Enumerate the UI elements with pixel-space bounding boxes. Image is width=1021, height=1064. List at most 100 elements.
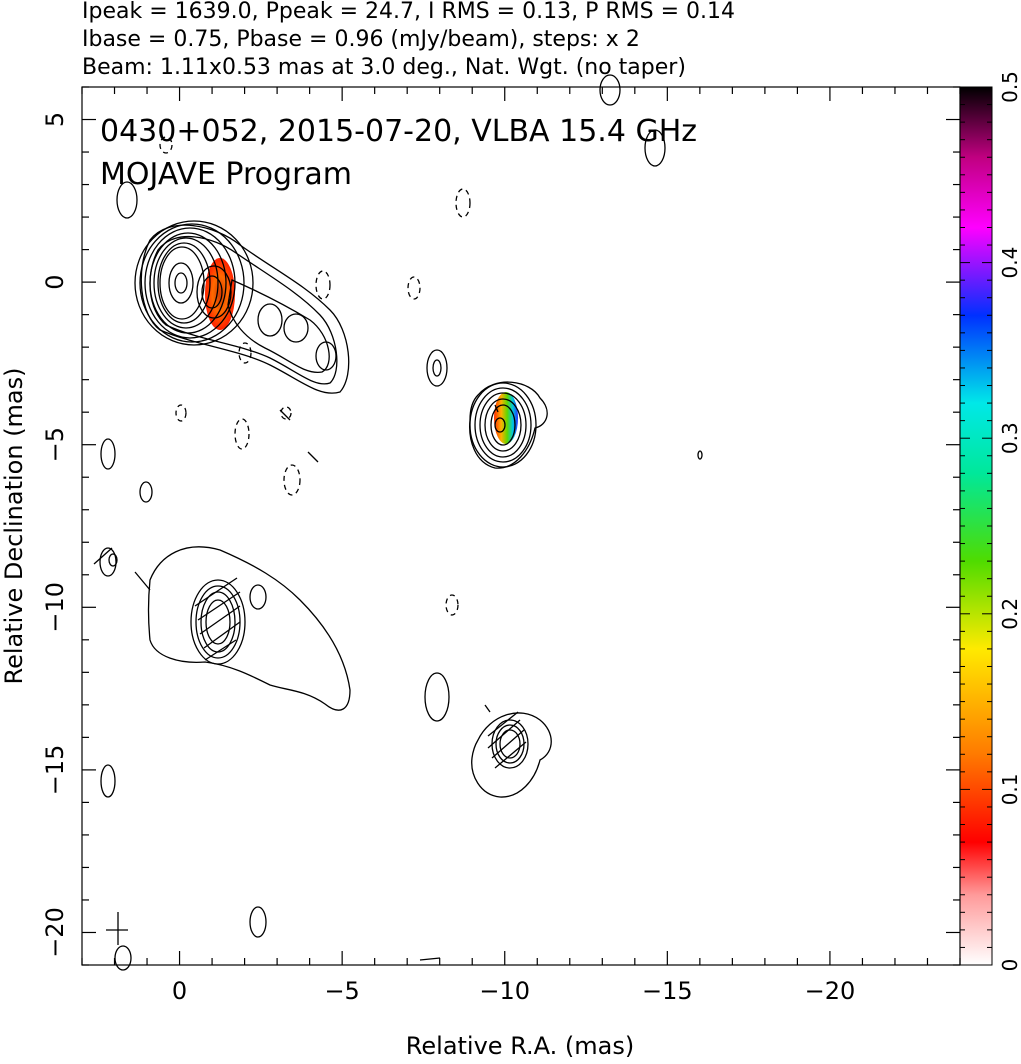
evpa-stick <box>494 404 499 413</box>
negative-contour <box>238 342 252 364</box>
negative-contour <box>280 406 292 420</box>
colorbar-tick-label: 0.1 <box>998 773 1021 805</box>
extended-contour <box>147 546 351 711</box>
knot-contour <box>479 392 527 458</box>
core-contour <box>153 237 219 329</box>
noise-contour <box>697 450 703 460</box>
noise-contour <box>100 438 116 470</box>
core-contour <box>196 265 232 319</box>
header-line-2: Ibase = 0.75, Pbase = 0.96 (mJy/beam), s… <box>82 27 640 52</box>
noise-contour <box>424 672 450 722</box>
evpa-stick <box>487 719 521 749</box>
core-contour <box>168 262 194 304</box>
knot-contour <box>494 417 506 433</box>
noise-contour <box>644 129 666 167</box>
knot-contour <box>469 381 548 469</box>
jet-contour <box>283 313 309 343</box>
extended-contour <box>190 579 246 665</box>
jet-contour <box>315 341 337 371</box>
negative-contour <box>445 594 459 616</box>
negative-contour <box>455 188 471 218</box>
y-tick-label: −15 <box>41 745 69 796</box>
knot-contour <box>484 398 522 452</box>
jet-contour <box>257 303 283 337</box>
evpa-stick <box>204 639 237 661</box>
y-tick-label: −20 <box>41 907 69 958</box>
y-tick-label: −10 <box>41 582 69 633</box>
colorbar-tick-label: 0.3 <box>998 422 1021 454</box>
evpa-stick <box>491 729 525 759</box>
core-contour <box>201 275 223 309</box>
core-contour <box>157 242 211 324</box>
plot-frame <box>81 86 961 966</box>
header-line-3: Beam: 1.11x0.53 mas at 3.0 deg., Nat. Wg… <box>82 55 686 80</box>
evpa-stick <box>484 704 491 713</box>
x-tick-label: −15 <box>642 977 693 1005</box>
noise-contour <box>114 945 132 971</box>
source-annotation-2: MOJAVE Program <box>100 157 352 192</box>
evpa-stick <box>203 621 241 649</box>
x-tick-labels: 0 −5 −10 −15 −20 <box>172 977 855 1005</box>
evpa-stick <box>134 571 151 591</box>
extended-contour <box>205 599 231 645</box>
evpa-stick <box>199 605 241 635</box>
evpa-stick <box>419 957 441 961</box>
noise-contour <box>426 349 448 387</box>
noise-contour <box>249 906 267 938</box>
y-tick-label: 5 <box>41 112 69 127</box>
evpa-stick <box>307 451 319 463</box>
negative-contour <box>315 270 331 300</box>
y-tick-label: −5 <box>41 427 69 462</box>
colorbar <box>959 86 993 966</box>
colorbar-tick-label: 0.4 <box>998 247 1021 279</box>
core-contour <box>174 272 188 294</box>
jet-contour <box>140 224 350 394</box>
header-line-1: Ipeak = 1639.0, Ppeak = 24.7, I RMS = 0.… <box>82 0 735 24</box>
colorbar-ticks: 0 0.1 0.2 0.3 0.4 0.5 <box>960 71 1021 971</box>
y-axis-label: Relative Declination (mas) <box>0 367 28 684</box>
evpa-stick <box>494 741 527 769</box>
evpa-stick <box>93 547 113 565</box>
noise-contour <box>108 553 118 567</box>
jet-contour <box>227 279 330 374</box>
extended-contour <box>471 712 552 798</box>
core-contour <box>144 227 236 339</box>
noise-contour <box>116 181 138 219</box>
y-tick-labels: 5 0 −5 −10 −15 −20 <box>41 112 69 958</box>
knot-contour <box>490 404 516 446</box>
colorbar-tick-label: 0.5 <box>998 71 1021 103</box>
colorbar-tick-label: 0.2 <box>998 598 1021 630</box>
knot-contour <box>474 387 532 463</box>
evpa-stick <box>487 711 519 737</box>
source-annotation-1: 0430+052, 2015-07-20, VLBA 15.4 GHz <box>100 114 697 149</box>
extended-contour <box>499 729 521 759</box>
noise-contour <box>99 547 117 577</box>
noise-contour <box>599 74 621 106</box>
negative-contour <box>283 464 301 496</box>
extended-contour <box>491 719 529 769</box>
x-tick-label: −10 <box>479 977 530 1005</box>
jet-contour <box>149 236 338 385</box>
evpa-stick <box>197 591 241 621</box>
evpa-vectors <box>93 404 527 961</box>
x-axis-label: Relative R.A. (mas) <box>406 1032 634 1060</box>
evpa-stick <box>194 577 238 607</box>
y-tick-label: 0 <box>41 274 69 289</box>
core-contour <box>139 223 245 343</box>
evpa-stick <box>279 409 291 421</box>
x-tick-label: 0 <box>172 977 187 1005</box>
negative-contour <box>175 404 187 422</box>
colorbar-tick-label: 0 <box>998 959 1021 972</box>
x-tick-label: −20 <box>805 977 856 1005</box>
noise-contour <box>432 359 442 377</box>
intensity-contours <box>99 74 703 971</box>
negative-contour <box>234 418 250 450</box>
core-contour <box>134 220 254 346</box>
negative-contour <box>159 136 173 154</box>
x-tick-label: −5 <box>324 977 359 1005</box>
noise-contour <box>139 481 153 503</box>
axis-ticks <box>81 86 961 966</box>
noise-contour <box>249 584 267 610</box>
